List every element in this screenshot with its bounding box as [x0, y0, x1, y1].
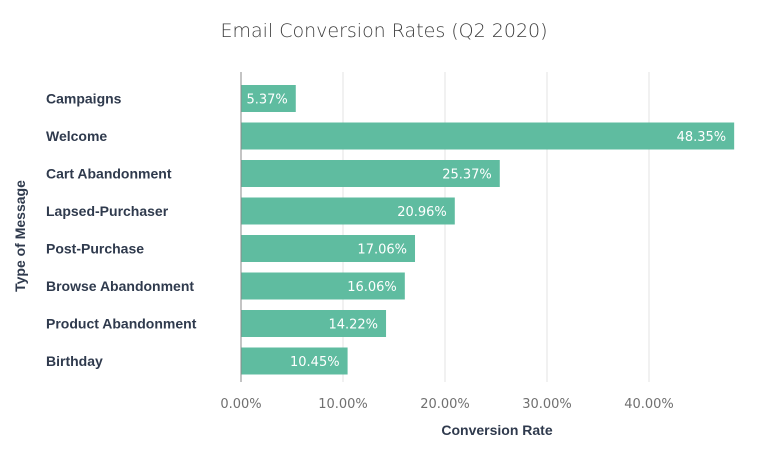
bar-value-label: 48.35%	[677, 130, 727, 145]
bar-post-purchase	[241, 235, 416, 262]
bar-lapsed-purchaser	[241, 197, 455, 225]
category-label: Welcome	[46, 128, 107, 144]
category-label: Campaigns	[46, 91, 122, 107]
y-axis-title: Type of Message	[12, 180, 28, 292]
bar-value-label: 10.45%	[290, 355, 340, 370]
bar-value-label: 16.06%	[347, 280, 397, 295]
bar-value-label: 20.96%	[397, 205, 447, 220]
bar-welcome	[241, 122, 735, 150]
category-labels: Campaigns Welcome Cart Abandonment Lapsed-P…	[46, 91, 197, 370]
category-label: Lapsed-Purchaser	[46, 203, 169, 219]
gridlines	[342, 72, 650, 382]
bar-value-label: 5.37%	[246, 93, 287, 108]
bar-value-label: 14.22%	[328, 318, 378, 333]
x-tick-label: 0.00%	[220, 397, 261, 412]
x-axis-title: Conversion Rate	[441, 422, 552, 438]
bar-value-label: 25.37%	[442, 168, 492, 183]
x-tick-label: 10.00%	[318, 397, 368, 412]
category-label: Post-Purchase	[46, 241, 144, 257]
x-tick-label: 40.00%	[624, 397, 674, 412]
bar-cart-abandonment	[241, 160, 500, 187]
x-tick-labels: 0.00% 10.00% 20.00% 30.00% 40.00%	[220, 397, 673, 412]
x-tick-label: 20.00%	[420, 397, 470, 412]
category-label: Cart Abandonment	[46, 166, 172, 182]
bar-campaigns	[241, 85, 296, 112]
bar-product-abandonment	[241, 310, 387, 337]
category-label: Product Abandonment	[46, 316, 197, 332]
bar-browse-abandonment	[241, 272, 405, 300]
bars: 5.37% 48.35% 25.37% 20.96% 17.06% 16.06% 14.22…	[241, 85, 735, 375]
bar-value-label: 17.06%	[357, 243, 407, 258]
x-tick-label: 30.00%	[522, 397, 572, 412]
bar-birthday	[241, 347, 348, 375]
category-label: Browse Abandonment	[46, 278, 194, 294]
chart-title: Email Conversion Rates (Q2 2020)	[220, 20, 547, 42]
category-label: Birthday	[46, 353, 103, 369]
